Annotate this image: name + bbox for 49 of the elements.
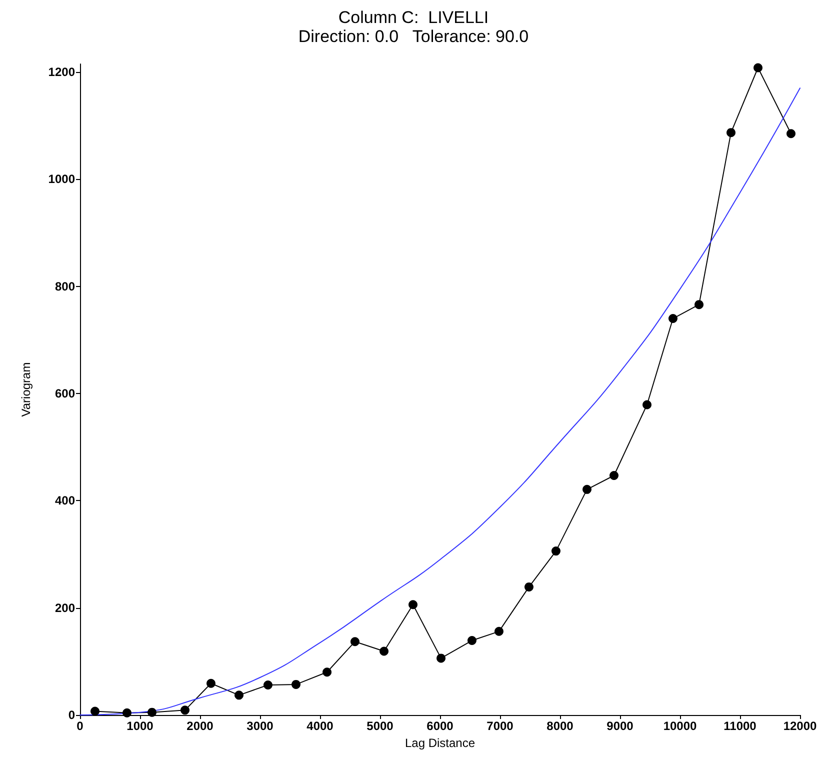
point	[524, 582, 534, 592]
x-tick-label: 10000	[663, 719, 698, 733]
y-tick-label: 400	[54, 494, 76, 508]
point	[122, 708, 132, 718]
point	[234, 690, 244, 700]
point	[206, 678, 216, 688]
point	[380, 646, 389, 656]
x-tick-label: 8000	[546, 719, 574, 733]
y-tick-label: 1000	[48, 172, 76, 186]
point	[292, 680, 300, 689]
point	[263, 680, 272, 690]
x-tick-label: 3000	[246, 719, 274, 733]
point	[148, 708, 156, 717]
point	[754, 63, 762, 72]
point	[436, 654, 446, 663]
point	[582, 484, 592, 494]
y-tick-label: 200	[54, 600, 76, 615]
y-tick-label: 0	[68, 708, 76, 722]
x-tick-label: 12000	[783, 719, 818, 733]
point	[551, 546, 560, 556]
x-tick-label: 7000	[486, 719, 514, 733]
chart-subtitle: Direction: 0.0 Tolerance: 90.0	[298, 27, 529, 46]
x-tick-label: 2000	[186, 719, 214, 733]
y-tick-label: 1200	[48, 65, 76, 80]
y-tick-label: 800	[54, 279, 76, 294]
point	[322, 668, 332, 677]
point	[90, 706, 100, 716]
x-tick-label: 4000	[306, 719, 334, 733]
point	[726, 128, 736, 138]
x-tick-label: 0	[76, 719, 84, 733]
point	[642, 400, 652, 410]
point	[180, 706, 190, 715]
x-tick-label: 9000	[606, 719, 634, 733]
x-tick-label: 5000	[366, 719, 394, 733]
point	[610, 471, 618, 480]
point	[694, 300, 704, 310]
y-tick-label: 600	[54, 386, 76, 401]
x-axis-title: Lag Distance	[404, 736, 476, 750]
chart-title: Column C: LIVELLI	[338, 8, 489, 27]
x-tick-label: 1000	[126, 719, 154, 733]
x-tick-label: 6000	[426, 719, 454, 733]
point	[786, 129, 796, 138]
y-axis-title: Variogram	[19, 362, 33, 417]
point	[494, 626, 504, 636]
x-tick-label: 11000	[724, 719, 757, 733]
point	[467, 636, 476, 646]
point	[350, 637, 360, 646]
point	[408, 600, 418, 610]
point	[668, 314, 678, 324]
